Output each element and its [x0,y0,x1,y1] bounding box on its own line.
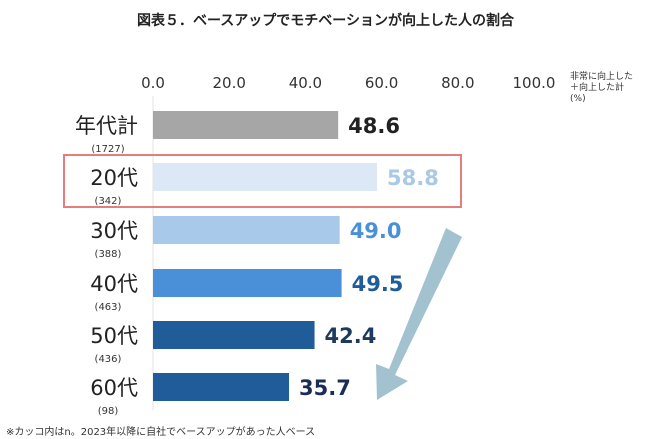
value-label: 49.5 [352,272,404,296]
tick-label: 0.0 [141,74,165,92]
value-label: 48.6 [348,114,400,138]
n-label: (342) [95,196,122,207]
bar-40代 [153,269,342,297]
category-label: 50代 [90,324,138,348]
bar-50代 [153,321,315,349]
chart-title: 図表５．ベースアップでモチベーションが向上した人の割合 [136,13,515,29]
n-label: (1727) [91,144,124,155]
bar-30代 [153,216,340,244]
value-label: 35.7 [299,376,351,400]
category-label: 60代 [90,376,138,400]
bar-年代計 [153,111,339,139]
n-label: (436) [95,354,122,365]
category-label: 年代計 [75,114,138,138]
value-label: 58.8 [387,166,439,190]
category-label: 40代 [90,272,138,296]
tick-label: 20.0 [212,74,245,92]
unit-line: ＋向上した計 [570,83,625,93]
highlight-box [63,154,462,208]
unit-line: (%) [570,94,586,104]
tick-label: 100.0 [513,74,556,92]
n-label: (463) [95,302,122,313]
trend-arrow [376,228,462,400]
value-label: 42.4 [325,324,377,348]
bar-60代 [153,373,290,401]
tick-label: 80.0 [441,74,474,92]
category-label: 20代 [90,166,138,190]
n-label: (388) [95,249,122,260]
unit-line: 非常に向上した [570,72,634,82]
n-label: (98) [98,406,119,417]
category-label: 30代 [90,219,138,243]
unit-label: 非常に向上した ＋向上した計 (%) [570,72,633,105]
bar-20代 [153,163,378,191]
tick-label: 60.0 [365,74,398,92]
tick-label: 40.0 [289,74,322,92]
value-label: 49.0 [350,219,402,243]
footnote: ※カッコ内はn。2023年以降に自社でベースアップがあった人ベース [6,427,316,438]
